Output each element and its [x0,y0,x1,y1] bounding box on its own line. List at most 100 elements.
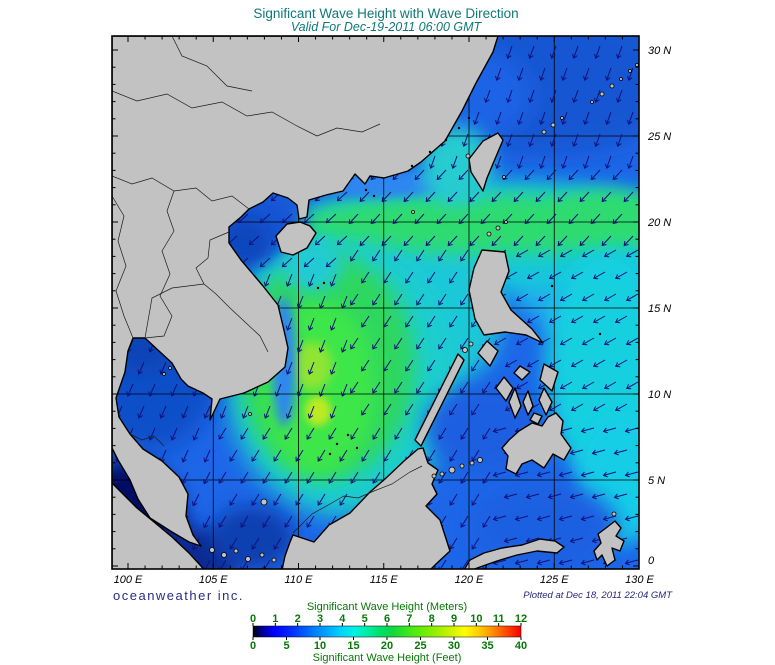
wave-arrow [273,537,282,550]
wave-arrow [438,293,447,306]
wave-arrow [427,271,436,284]
wave-arrow [627,67,634,82]
wave-arrow [181,405,189,419]
land-mindoro [477,340,499,367]
wave-arrow [359,191,370,203]
wave-arrow [203,405,211,419]
islet [635,63,639,67]
wave-arrow [590,169,601,181]
wave-arrow [414,169,425,181]
wave-arrow [471,537,480,550]
wave-arrow [181,449,189,463]
wave-arrow [361,315,370,328]
wave-arrow [537,293,551,302]
wave-arrow [262,559,271,569]
lon-axis-label: 125 E [540,574,569,586]
oceanweather-logo: oceanweather inc. [113,588,244,603]
wave-arrow [627,155,634,170]
islet [459,463,465,469]
islet [560,116,564,120]
wave-arrow [539,111,546,126]
wave-arrow [273,449,282,462]
wave-arrow [627,111,634,126]
wave-arrow [624,515,639,522]
wave-arrow [580,427,595,434]
wave-arrow [296,339,304,353]
feet-tick-label: 10 [314,640,326,652]
legend-meters-ticks: 0 1 2 3 4 5 6 7 8 9 10 11 12 [250,613,527,625]
islet [609,83,615,89]
islet [271,557,277,563]
wave-arrow [559,249,573,258]
wave-arrow [240,515,249,528]
islet [260,498,268,506]
islet [465,153,471,159]
wave-arrow [528,45,535,60]
wave-arrow [506,89,513,104]
wave-arrow [539,155,546,170]
wave-arrow [548,403,562,412]
wave-arrow [192,493,200,507]
wave-arrow [572,133,579,148]
wave-arrow [602,427,617,434]
map-area [111,35,640,570]
wave-arrow [348,213,359,225]
wave-arrow [284,515,293,528]
lat-axis-label: 30 N [648,45,671,57]
wave-arrow [361,359,370,372]
lon-axis-label: 100 E [114,574,143,586]
reef-islet [322,281,326,285]
wave-arrow [339,493,348,506]
wave-arrow [425,191,436,203]
wave-arrow [614,271,628,280]
land-sulawesi [463,538,565,569]
reef-islet [410,164,414,168]
country-border [112,175,250,210]
wave-arrow [405,315,414,328]
wave-arrow [285,405,293,419]
wave-arrow [616,133,623,148]
islet [477,457,483,463]
wave-arrow [616,45,623,60]
reef-islet [444,138,448,142]
islet [168,366,172,370]
wave-arrow [285,273,293,287]
wave-arrow [451,155,458,170]
islet [502,175,506,179]
wave-arrow [148,427,156,441]
wave-arrow [392,213,403,225]
wave-arrow [449,449,458,462]
wave-arrow [548,359,562,368]
wave-arrow [429,155,436,170]
wave-arrow [583,67,590,82]
wave-arrow [447,235,458,247]
wave-arrow [248,235,260,246]
wave-arrow [381,235,392,247]
legend-title-feet: Significant Wave Height (Feet) [313,652,462,664]
wave-arrow [504,359,518,368]
meters-tick-label: 7 [406,613,412,625]
wave-arrow [262,471,271,484]
wave-arrow [192,427,200,441]
wave-arrow [625,293,639,302]
land-taiwan [468,132,504,192]
wave-arrow [613,493,628,500]
reef-islet [346,433,350,437]
wave-arrow [473,111,480,126]
wave-arrow [394,381,403,394]
feet-tick-label: 25 [414,640,426,652]
wave-arrow [570,271,584,280]
islet [599,91,605,97]
wave-arrow [403,191,414,203]
wave-arrow [558,471,573,478]
wave-arrow [605,67,612,82]
wave-arrow [203,515,211,529]
wave-arrow [503,537,518,544]
wave-arrow [605,111,612,126]
wave-arrow [427,359,436,372]
valid-time-subtitle: Valid For Dec-19-2011 06:00 GMT [291,20,483,34]
wave-arrow [328,427,337,440]
wave-arrow [372,381,381,394]
country-border [129,433,165,447]
wave-arrow [383,359,392,372]
